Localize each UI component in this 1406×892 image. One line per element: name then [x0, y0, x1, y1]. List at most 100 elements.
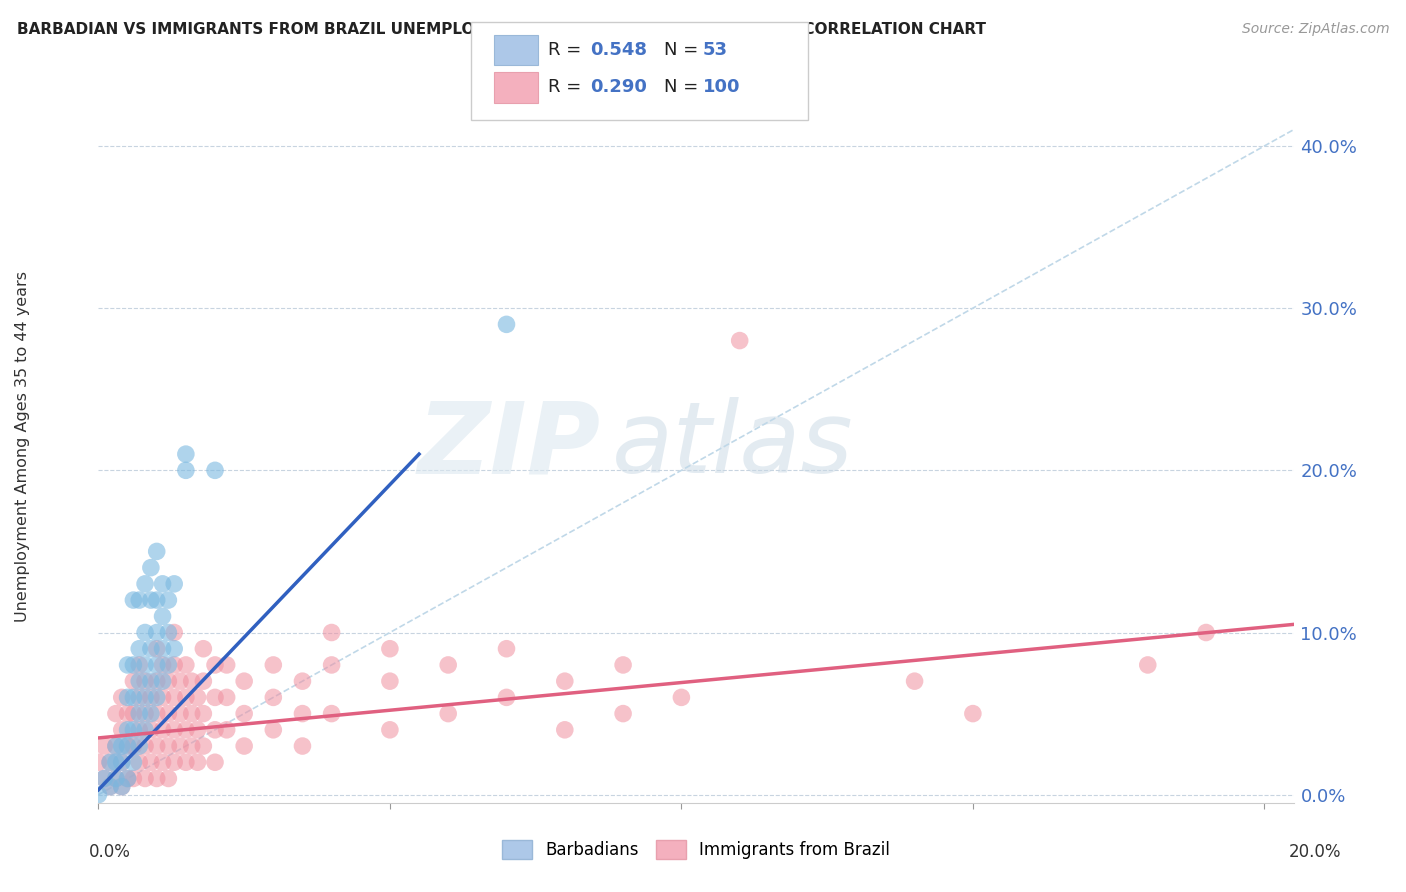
Text: R =: R = — [548, 78, 588, 96]
Text: 0.290: 0.290 — [591, 78, 647, 96]
Point — [134, 674, 156, 689]
Point — [174, 756, 197, 770]
Point — [180, 706, 202, 721]
Point — [111, 756, 134, 770]
Point — [87, 756, 110, 770]
Point — [163, 657, 186, 672]
Point — [262, 690, 284, 705]
Point — [169, 739, 191, 753]
Point — [495, 318, 517, 332]
Point — [291, 674, 314, 689]
Point — [98, 780, 121, 794]
Point — [152, 690, 174, 705]
Point — [128, 723, 150, 737]
Point — [122, 593, 145, 607]
Point — [117, 739, 139, 753]
Point — [93, 739, 115, 753]
Text: R =: R = — [548, 41, 588, 59]
Point — [378, 674, 401, 689]
Point — [139, 706, 162, 721]
Point — [152, 609, 174, 624]
Point — [122, 706, 145, 721]
Point — [145, 690, 167, 705]
Point — [128, 641, 150, 656]
Point — [111, 739, 134, 753]
Point — [104, 739, 127, 753]
Point — [321, 625, 343, 640]
Point — [163, 690, 186, 705]
Point — [186, 690, 208, 705]
Point — [262, 657, 284, 672]
Point — [145, 544, 167, 558]
Point — [1195, 625, 1218, 640]
Point — [193, 674, 215, 689]
Point — [163, 756, 186, 770]
Point — [180, 674, 202, 689]
Point — [728, 334, 751, 348]
Point — [117, 706, 139, 721]
Point — [321, 706, 343, 721]
Point — [128, 674, 150, 689]
Point — [169, 706, 191, 721]
Text: atlas: atlas — [613, 398, 853, 494]
Point — [163, 641, 186, 656]
Point — [157, 706, 180, 721]
Point — [93, 772, 115, 786]
Point — [117, 772, 139, 786]
Point — [104, 772, 127, 786]
Point — [111, 780, 134, 794]
Text: ZIP: ZIP — [418, 398, 600, 494]
Point — [962, 706, 984, 721]
Point — [554, 674, 576, 689]
Point — [134, 739, 156, 753]
Point — [157, 657, 180, 672]
Point — [134, 577, 156, 591]
Point — [122, 739, 145, 753]
Point — [204, 463, 226, 477]
Point — [1136, 657, 1159, 672]
Point — [128, 756, 150, 770]
Point — [554, 723, 576, 737]
Point — [134, 706, 156, 721]
Point — [145, 706, 167, 721]
Point — [104, 706, 127, 721]
Point — [152, 723, 174, 737]
Point — [233, 739, 256, 753]
Point — [117, 657, 139, 672]
Text: Source: ZipAtlas.com: Source: ZipAtlas.com — [1241, 22, 1389, 37]
Point — [193, 641, 215, 656]
Point — [163, 625, 186, 640]
Point — [145, 674, 167, 689]
Point — [98, 780, 121, 794]
Point — [117, 723, 139, 737]
Point — [157, 674, 180, 689]
Point — [104, 756, 127, 770]
Point — [139, 641, 162, 656]
Point — [157, 739, 180, 753]
Text: 20.0%: 20.0% — [1288, 843, 1341, 861]
Point — [139, 674, 162, 689]
Point — [157, 625, 180, 640]
Point — [157, 772, 180, 786]
Point — [104, 739, 127, 753]
Point — [122, 772, 145, 786]
Point — [128, 657, 150, 672]
Point — [145, 657, 167, 672]
Text: Unemployment Among Ages 35 to 44 years: Unemployment Among Ages 35 to 44 years — [15, 270, 30, 622]
Point — [145, 772, 167, 786]
Point — [174, 463, 197, 477]
Point — [139, 723, 162, 737]
Point — [262, 723, 284, 737]
Point — [139, 690, 162, 705]
Text: BARBADIAN VS IMMIGRANTS FROM BRAZIL UNEMPLOYMENT AMONG AGES 35 TO 44 YEARS CORRE: BARBADIAN VS IMMIGRANTS FROM BRAZIL UNEM… — [17, 22, 986, 37]
Point — [204, 657, 226, 672]
Legend: Barbadians, Immigrants from Brazil: Barbadians, Immigrants from Brazil — [495, 833, 897, 866]
Point — [134, 723, 156, 737]
Point — [152, 674, 174, 689]
Point — [111, 690, 134, 705]
Point — [186, 723, 208, 737]
Point — [215, 657, 238, 672]
Point — [612, 657, 634, 672]
Point — [204, 756, 226, 770]
Point — [152, 641, 174, 656]
